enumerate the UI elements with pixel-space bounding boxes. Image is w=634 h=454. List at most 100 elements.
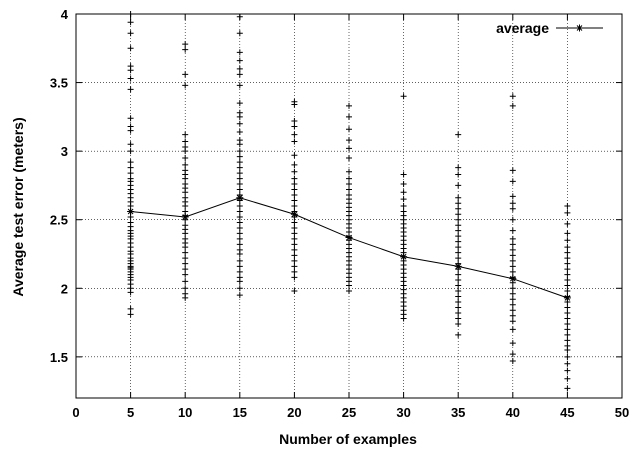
y-tick-label: 4 — [61, 7, 69, 22]
sample-point — [182, 155, 189, 161]
sample-point — [346, 155, 352, 161]
sample-point — [509, 312, 516, 319]
sample-point — [182, 222, 189, 229]
sample-point — [236, 285, 243, 292]
x-tick-label: 45 — [560, 405, 574, 420]
sample-point — [564, 353, 571, 360]
sample-point — [564, 255, 571, 262]
sample-point — [236, 268, 243, 275]
sample-point — [291, 263, 298, 270]
sample-point — [455, 288, 462, 295]
x-tick-label: 10 — [178, 405, 192, 420]
sample-point — [291, 288, 298, 295]
sample-point — [127, 123, 134, 130]
sample-point — [509, 351, 516, 358]
sample-point — [182, 260, 189, 267]
sample-point — [346, 175, 352, 182]
sample-point — [127, 115, 134, 122]
sample-point — [564, 230, 571, 237]
sample-point — [127, 170, 134, 177]
sample-point — [509, 307, 516, 314]
sample-point — [236, 49, 243, 56]
average-point — [563, 294, 571, 302]
sample-point — [509, 227, 516, 234]
legend: average — [496, 20, 603, 36]
sample-point — [236, 203, 243, 209]
sample-point — [509, 268, 516, 275]
sample-point — [400, 189, 407, 196]
sample-point — [182, 249, 189, 256]
sample-point — [346, 168, 352, 175]
sample-point — [509, 357, 516, 364]
sample-point — [564, 320, 571, 327]
sample-point — [236, 57, 243, 64]
average-point — [509, 275, 517, 283]
sample-point — [291, 197, 298, 204]
sample-point — [400, 93, 407, 100]
sample-point — [564, 220, 571, 227]
sample-point — [182, 131, 189, 138]
sample-point — [455, 331, 462, 338]
sample-point — [291, 181, 298, 188]
sample-point — [346, 192, 352, 199]
sample-point — [455, 211, 462, 218]
sample-point — [291, 131, 298, 138]
sample-point — [564, 367, 571, 374]
sample-point — [182, 235, 189, 242]
y-tick-label: 1.5 — [50, 350, 68, 365]
sample-point — [455, 320, 462, 327]
sample-point — [182, 278, 189, 285]
x-tick-label: 30 — [396, 405, 410, 420]
sample-point — [564, 342, 571, 349]
sample-point — [509, 340, 516, 347]
sample-point — [127, 159, 134, 166]
sample-point — [455, 309, 462, 316]
sample-point — [127, 30, 134, 37]
sample-point — [182, 290, 189, 297]
sample-point — [564, 309, 571, 316]
sample-point — [509, 257, 516, 264]
sample-point — [564, 209, 571, 216]
y-tick-label: 3.5 — [50, 76, 68, 91]
sample-point — [291, 252, 298, 259]
x-tick-label: 25 — [342, 405, 356, 420]
sample-point — [236, 263, 243, 270]
sample-point — [127, 311, 134, 318]
sample-point — [509, 290, 516, 297]
sample-point — [127, 148, 134, 155]
average-point — [290, 210, 298, 218]
sample-point — [291, 192, 298, 199]
sample-point — [455, 244, 462, 251]
sample-point — [509, 216, 516, 223]
sample-point — [236, 181, 243, 188]
sample-point — [455, 249, 462, 256]
sample-point — [291, 257, 298, 264]
sample-point — [236, 100, 243, 107]
sample-point — [400, 181, 407, 188]
sample-point — [564, 203, 571, 209]
sample-point — [400, 196, 407, 203]
sample-point — [509, 246, 516, 253]
sample-point — [564, 271, 571, 278]
sample-point — [455, 171, 462, 178]
x-axis-title: Number of examples — [279, 431, 417, 447]
sample-point — [346, 145, 352, 152]
sample-point — [182, 167, 189, 174]
sample-point — [455, 227, 462, 234]
sample-point — [509, 200, 516, 207]
sample-point — [236, 175, 243, 182]
sample-point — [400, 203, 407, 209]
sample-point — [236, 257, 243, 264]
y-tick-label: 2.5 — [50, 213, 68, 228]
tick-labels: 0 5 10 15 20 25 30 35 40 45 50 1.5 2 2.5 3 3.5 4 — [50, 7, 629, 420]
sample-point — [236, 241, 243, 248]
sample-point — [236, 219, 243, 226]
sample-point — [455, 164, 462, 171]
sample-point — [236, 235, 243, 242]
sample-point — [127, 305, 134, 312]
sample-point — [455, 255, 462, 262]
sample-point — [564, 244, 571, 251]
sample-point — [509, 93, 516, 100]
sample-point — [346, 186, 352, 193]
